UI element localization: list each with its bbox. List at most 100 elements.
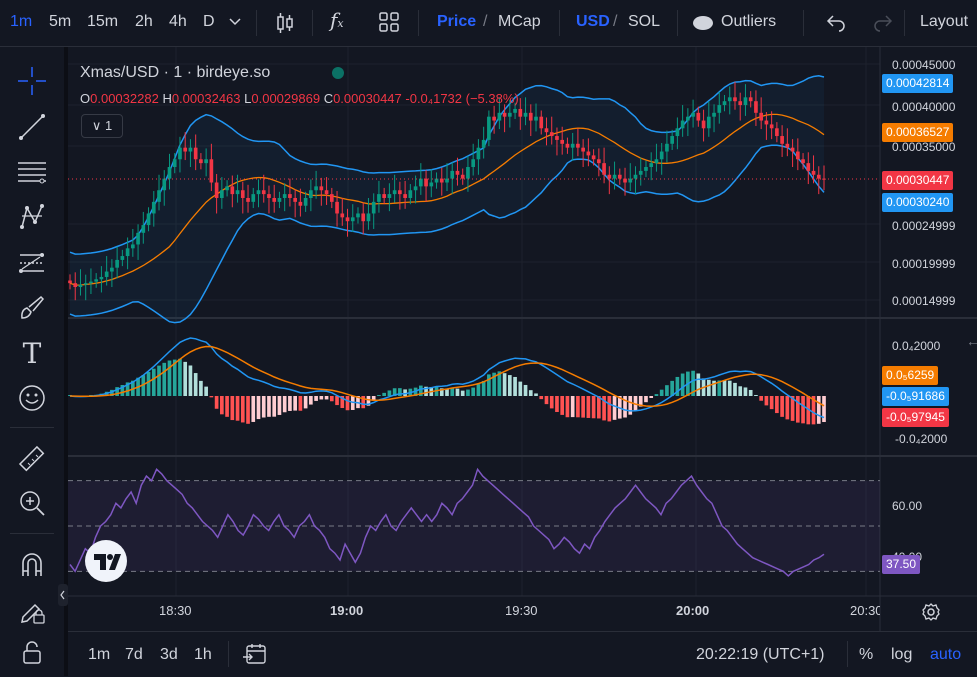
macd-histogram-bar <box>706 379 711 396</box>
slash-separator: / <box>613 13 618 30</box>
goto-date-icon[interactable] <box>242 642 268 671</box>
macd-histogram-bar <box>371 396 376 401</box>
macd-histogram-bar <box>455 388 460 396</box>
interval-5m[interactable]: 5m <box>49 13 72 30</box>
range-1m[interactable]: 1m <box>88 646 111 663</box>
candle-body <box>361 213 366 222</box>
candle-body <box>267 194 271 198</box>
emoji-icon[interactable] <box>14 380 50 416</box>
interval-d[interactable]: D <box>203 13 215 30</box>
macd-histogram-bar <box>644 396 648 403</box>
zoom-in-icon[interactable] <box>14 485 50 521</box>
horizontal-lines-icon[interactable] <box>14 154 50 190</box>
range-1h[interactable]: 1h <box>194 646 212 663</box>
macd-histogram-bar <box>722 380 727 396</box>
mcap-toggle[interactable]: MCap <box>498 13 541 30</box>
text-tool-icon[interactable]: T <box>22 336 42 370</box>
macd-histogram-bar <box>157 365 161 396</box>
crosshair-icon[interactable] <box>14 63 50 99</box>
macd-histogram-bar <box>801 396 805 424</box>
clock-timezone[interactable]: 20:22:19 (UTC+1) <box>696 646 825 663</box>
macd-histogram-bar <box>775 396 779 414</box>
candle-body <box>377 194 381 202</box>
macd-histogram-bar <box>617 396 622 419</box>
interval-1m[interactable]: 1m <box>10 13 33 30</box>
pane-collapse-icon[interactable]: ← <box>966 333 977 349</box>
candle-body <box>680 120 685 129</box>
candles-icon[interactable] <box>273 10 297 41</box>
macd-histogram-bar <box>518 381 523 396</box>
macd-histogram-bar <box>460 390 465 396</box>
tradingview-logo[interactable] <box>85 540 127 582</box>
macd-histogram-bar <box>670 380 674 396</box>
percent-toggle[interactable]: % <box>859 646 874 663</box>
price-toggle[interactable]: Price <box>437 13 477 30</box>
trend-line-icon[interactable] <box>14 109 50 145</box>
candle-body <box>99 276 104 280</box>
range-3d[interactable]: 3d <box>160 646 178 663</box>
candle-body <box>293 197 297 202</box>
candle-body <box>240 190 245 198</box>
usd-toggle[interactable]: USD <box>576 13 610 30</box>
candle-body <box>523 112 528 117</box>
candle-body <box>424 178 428 187</box>
toolbar-divider <box>228 641 229 667</box>
macd-histogram-bar <box>502 373 507 396</box>
undo-icon[interactable] <box>825 12 847 37</box>
lock-icon[interactable] <box>14 635 50 671</box>
outliers-toggle-icon[interactable] <box>692 15 714 36</box>
candle-body <box>418 178 423 187</box>
macd-histogram-bar <box>513 376 517 396</box>
price-tick: 0.00035000 <box>892 140 956 154</box>
interval-4h[interactable]: 4h <box>169 13 187 30</box>
macd-histogram-bar <box>623 396 627 418</box>
legend-collapse-button[interactable]: ∨ 1 <box>81 114 123 138</box>
chart-canvas[interactable] <box>68 47 977 631</box>
candle-body <box>712 112 716 117</box>
candle-body <box>555 136 559 140</box>
pattern-tool-icon[interactable] <box>14 199 50 235</box>
redo-icon[interactable] <box>872 12 894 37</box>
candle-body <box>151 201 156 214</box>
candle-body <box>251 194 256 202</box>
auto-toggle[interactable]: auto <box>930 646 962 663</box>
ruler-icon[interactable] <box>14 441 50 477</box>
collapse-toolbar-button[interactable] <box>58 584 68 606</box>
templates-grid-icon[interactable] <box>378 11 400 38</box>
lock-drawing-icon[interactable] <box>14 592 50 628</box>
brush-icon[interactable] <box>14 290 50 326</box>
chevron-down-icon[interactable] <box>228 10 242 37</box>
indicators-fx-icon[interactable]: fx <box>330 8 344 32</box>
magnet-icon[interactable] <box>14 547 50 583</box>
candle-body <box>309 190 313 198</box>
candle-body <box>83 283 88 285</box>
outliers-toggle[interactable]: Outliers <box>721 13 777 30</box>
log-toggle[interactable]: log <box>891 646 913 663</box>
candle-body <box>801 159 805 164</box>
candle-body <box>780 136 784 144</box>
macd-histogram-bar <box>717 380 722 396</box>
interval-2h[interactable]: 2h <box>135 13 153 30</box>
layout-button[interactable]: Layout <box>920 13 969 30</box>
chart-area[interactable] <box>68 47 977 631</box>
macd-histogram-bar <box>780 396 784 417</box>
macd-histogram-bar <box>68 395 72 396</box>
macd-tick: 0.0₄2000 <box>892 339 941 353</box>
settings-gear-icon[interactable] <box>921 602 941 627</box>
macd-histogram-bar <box>759 396 763 401</box>
macd-histogram-bar <box>267 396 271 417</box>
candle-body <box>775 128 779 137</box>
low-label: L <box>244 91 252 106</box>
sol-toggle[interactable]: SOL <box>628 13 661 30</box>
candle-body <box>329 194 334 202</box>
rsi-tick: 60.00 <box>892 499 923 513</box>
interval-15m[interactable]: 15m <box>87 13 119 30</box>
forecast-tool-icon[interactable] <box>14 245 50 281</box>
candle-body <box>193 147 198 160</box>
candle-body <box>528 112 533 121</box>
range-7d[interactable]: 7d <box>125 646 143 663</box>
price-tick: 0.00045000 <box>892 58 956 72</box>
macd-histogram-bar <box>309 396 313 405</box>
candle-body <box>508 112 512 117</box>
candle-body <box>392 190 397 195</box>
